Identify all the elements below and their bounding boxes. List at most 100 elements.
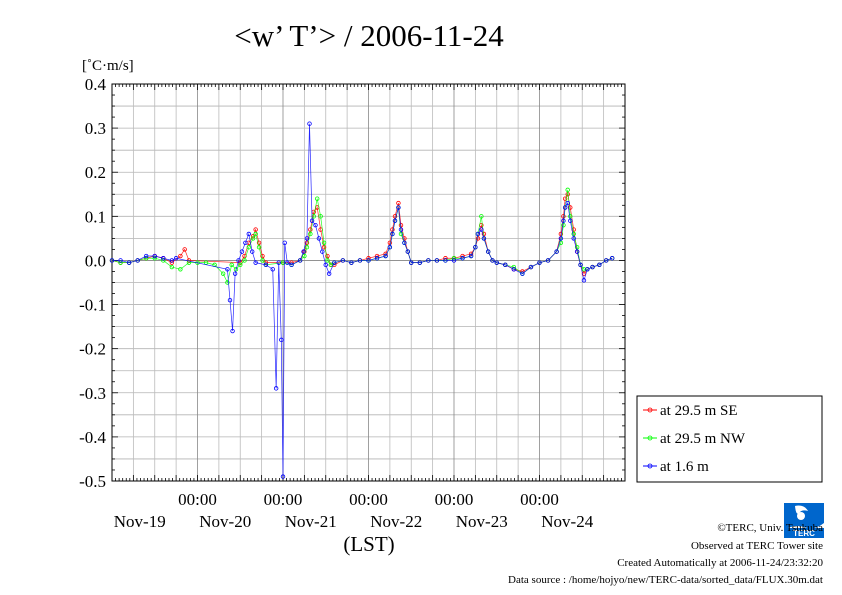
data-point [297,258,303,263]
data-point [405,249,411,254]
data-point [479,214,484,219]
data-point [229,262,234,268]
y-tick-label: -0.2 [79,340,106,359]
data-point [279,337,284,343]
data-point [182,247,187,252]
y-tick-label: 0.0 [85,251,106,270]
series-line [111,189,613,284]
data-point [387,245,393,250]
data-point [242,258,247,263]
data-point [253,231,258,237]
data-point [387,240,393,245]
series-2 [109,187,615,285]
x-tick-time-label: 00:00 [178,490,217,509]
data-point [475,236,481,241]
data-point [263,262,269,268]
logo-text: TERC [793,529,815,538]
data-point [301,249,306,254]
series-line [112,123,613,477]
data-point [320,249,325,254]
terc-logo: TERC [784,503,824,538]
data-point [426,258,431,263]
legend-label: at 1.6 m [660,459,709,475]
data-point [152,256,157,261]
data-point [494,260,499,265]
data-point [135,258,140,263]
data-point [302,253,307,259]
x-axis-ticks: 00:00 00:00 00:00 00:00 00:00 Nov-19 Nov-20 Nov… [114,490,594,531]
data-point [571,231,576,237]
data-point [590,264,595,270]
y-axis-unit-label: [˚C·m/s] [82,58,134,74]
y-tick-label: 0.1 [85,207,106,226]
data-point [503,262,508,268]
data-point [443,258,448,263]
data-point [256,245,262,250]
data-point [554,249,559,254]
data-point [520,271,525,276]
y-axis-ticks: 0.4 0.3 0.2 0.1 0.0 -0.1 -0.2 -0.3 -0.4 -0.5 [79,75,106,491]
data-point [568,218,573,223]
data-point [246,231,251,237]
data-point [169,264,175,270]
y-tick-label: -0.5 [79,472,106,491]
data-point [309,218,315,223]
data-point [239,249,245,254]
data-point [332,260,337,265]
data-point [545,258,551,263]
x-tick-date-label: Nov-23 [456,512,508,531]
x-tick-date-label: Nov-24 [541,512,593,531]
credit-created: Created Automatically at 2006-11-24/23:3… [617,557,823,569]
data-point [315,196,320,201]
data-point [238,262,243,268]
data-point [243,240,248,245]
data-point [178,253,183,259]
x-tick-time-label: 00:00 [520,490,559,509]
data-point [325,253,330,259]
data-point [528,264,534,270]
data-point [558,236,564,241]
legend-swatch-marker [647,407,653,413]
data-point [109,258,115,263]
data-point [568,214,573,219]
data-point [486,249,491,254]
data-point [173,256,179,261]
data-point [308,227,313,232]
data-point [398,231,404,237]
logo-wave-icon [795,505,808,514]
x-tick-time-label: 00:00 [435,490,474,509]
data-point [328,262,334,268]
data-point [260,253,265,259]
data-point [558,240,564,245]
data-point [308,231,313,237]
x-axis-label: (LST) [343,532,394,556]
data-point [220,271,226,276]
legend: at 29.5 m SE at 29.5 m NW at 1.6 m [636,395,823,483]
data-point [451,256,457,261]
data-point [597,262,602,268]
data-point [325,258,330,263]
legend-swatch-marker [647,435,653,441]
data-point [537,260,542,265]
plot-frame [111,83,626,482]
data-point [280,474,286,479]
data-point [242,253,247,259]
data-point [260,258,265,263]
data-point [468,253,474,259]
data-point [374,256,380,261]
credit-observed: Observed at TERC Tower site [691,540,823,552]
data-point [565,200,570,206]
data-point [511,264,517,270]
data-point [434,258,440,263]
data-point [323,262,328,268]
y-tick-label: 0.3 [85,119,106,138]
data-point [118,260,123,265]
data-point [443,256,448,261]
data-point [304,240,310,245]
legend-box [636,395,823,483]
data-point [313,222,318,228]
data-point [289,260,294,265]
data-point [126,260,132,265]
data-point [304,236,310,241]
